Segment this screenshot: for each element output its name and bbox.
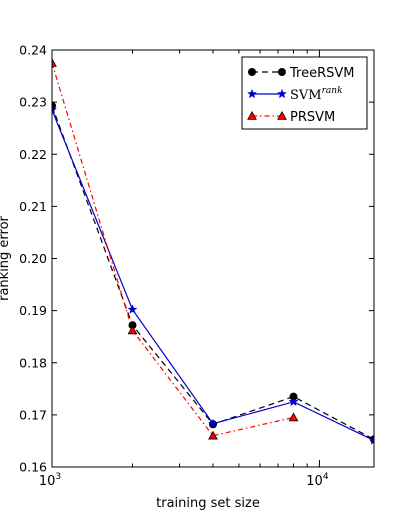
axis-ticks: 0.16 0.17 0.18 0.19 0.20 0.21 0.22 0.23 0.24 103 1…: [19, 43, 374, 489]
svm-point: [288, 396, 299, 407]
legend: TreeRSVM SVMrank PRSVM: [241, 56, 368, 130]
x-axis-label: training set size: [156, 496, 260, 511]
prsvm-point: [288, 412, 299, 422]
x-tick-label: 104: [306, 472, 329, 489]
y-tick-label: 0.21: [19, 199, 47, 214]
svm-series-line: [52, 109, 374, 441]
legend-prsvm-point: [247, 110, 257, 120]
y-tick-label: 0.20: [19, 251, 47, 266]
y-tick-label: 0.16: [19, 460, 47, 475]
prsvm-series-line: [52, 62, 294, 437]
legend-box: [241, 56, 368, 130]
prsvm-point: [52, 58, 57, 67]
legend-label-treersvm: TreeRSVM: [289, 66, 354, 81]
svm-point: [207, 418, 219, 429]
svm-point: [52, 104, 58, 115]
treersvm-series-line: [52, 105, 374, 440]
prsvm-point: [127, 325, 138, 335]
y-tick-label: 0.17: [19, 407, 47, 422]
y-tick-label: 0.22: [19, 147, 47, 162]
legend-label-svm: SVMrank: [290, 86, 343, 103]
legend-treersvm-point: [247, 68, 256, 77]
y-tick-label: 0.24: [19, 43, 47, 58]
x-tick-label: 103: [39, 472, 61, 489]
legend-svm-point: [246, 88, 258, 99]
y-tick-label: 0.18: [19, 355, 47, 370]
y-tick-label: 0.23: [19, 95, 47, 110]
prsvm-point: [208, 430, 218, 440]
svm-point: [127, 304, 138, 314]
y-axis-label: ranking error: [0, 215, 12, 300]
y-tick-label: 0.19: [19, 303, 47, 318]
plot-marks: [52, 58, 374, 445]
legend-prsvm-point: [277, 110, 287, 120]
svm-point: [368, 435, 374, 445]
legend-treersvm-point: [277, 68, 286, 77]
legend-label-prsvm: PRSVM: [290, 110, 335, 125]
legend-svm-point: [276, 88, 288, 99]
